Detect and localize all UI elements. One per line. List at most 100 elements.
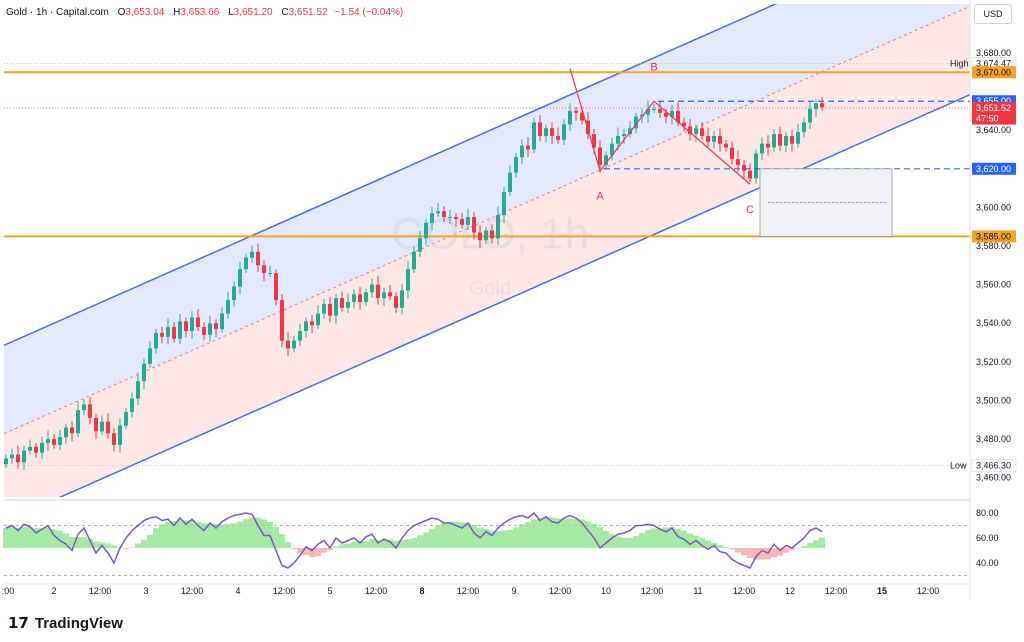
currency-button[interactable]: USD [974, 4, 1012, 24]
rsi-area-bar [123, 548, 129, 549]
price-tick: 3,580.00 [976, 241, 1011, 251]
rsi-area-bar [441, 522, 447, 548]
candle [808, 101, 812, 130]
candle [148, 341, 152, 368]
candle [610, 137, 614, 161]
rsi-area-bar [621, 537, 627, 548]
time-tick: 12:00 [457, 586, 480, 596]
price-label-text: 3,670.00 [976, 67, 1011, 77]
rsi-area-bar [429, 529, 435, 548]
candle-body [334, 298, 338, 316]
rsi-area-bar [585, 521, 591, 548]
candle [220, 307, 224, 333]
rsi-area-bar [285, 542, 291, 548]
candle [466, 208, 470, 230]
candle-body [262, 265, 266, 274]
rsi-area-bar [669, 527, 675, 548]
close-label: C [281, 7, 289, 18]
candle [280, 293, 284, 348]
candle [418, 230, 422, 258]
candle-body [274, 273, 278, 301]
candle-body [10, 454, 14, 459]
candle-body [382, 292, 386, 299]
candle-body [64, 427, 68, 438]
rsi-area-bar [75, 537, 81, 548]
candle [250, 245, 254, 263]
candle-body [82, 404, 86, 411]
candle-body [478, 232, 482, 241]
candle-body [340, 298, 344, 308]
candle-body [436, 211, 440, 214]
high-label: H [173, 7, 181, 18]
candle [334, 294, 338, 324]
candle [736, 150, 740, 172]
price-label-low: 3,466.30 [971, 459, 1017, 472]
candle-body [4, 458, 8, 465]
candle [364, 288, 368, 306]
candle-body [550, 128, 554, 136]
candle-body [40, 442, 44, 453]
candle-body [370, 284, 374, 293]
candle [142, 358, 146, 390]
candle [22, 445, 26, 471]
rsi-line [5, 511, 823, 569]
candle-body [172, 327, 176, 339]
change-value: −1.54 (−0.04%) [334, 7, 404, 18]
candle-body [646, 108, 650, 115]
candle [178, 313, 182, 344]
tradingview-mark-icon: 𝟭𝟳 [8, 615, 29, 632]
candle [598, 140, 602, 173]
time-tick: 2 [51, 586, 56, 596]
candle [622, 129, 626, 144]
rsi-area-bar [543, 517, 549, 548]
tradingview-logo[interactable]: 𝟭𝟳 TradingView [8, 614, 123, 632]
rsi-tick: 80.00 [976, 508, 999, 518]
candle [76, 401, 80, 438]
candle-body [286, 340, 290, 349]
candle [106, 413, 110, 439]
candle [718, 128, 722, 152]
candle-body [574, 110, 578, 113]
rsi-area-bar [411, 538, 417, 548]
symbol-title[interactable]: Gold · 1h · Capital.com [6, 7, 109, 18]
candle-body [250, 251, 254, 258]
candle [298, 323, 302, 346]
candle-body [268, 273, 272, 275]
rsi-tick: 60.00 [976, 533, 999, 543]
candle-body [580, 112, 584, 121]
candle [16, 446, 20, 469]
candle-body [454, 217, 458, 219]
rsi-area-bar [645, 530, 651, 548]
rsi-area-bar [9, 526, 15, 548]
candle [748, 163, 752, 183]
candle [460, 212, 464, 229]
candle [34, 442, 38, 458]
price-label-text: 47:50 [976, 114, 999, 124]
candle-body [514, 157, 518, 173]
candle [202, 322, 206, 341]
rsi-area-bar [579, 519, 585, 548]
candle-body [664, 112, 668, 117]
candle-body [196, 317, 200, 328]
price-label-blue: 3,620.00 [972, 162, 1016, 175]
candle-body [508, 172, 512, 192]
candle [394, 292, 398, 314]
candle-body [58, 437, 62, 445]
candle-body [532, 122, 536, 150]
candle [760, 137, 764, 160]
candle [550, 122, 554, 144]
high-tag: High [950, 59, 969, 69]
price-tick: 3,680.00 [976, 48, 1011, 58]
candle [352, 289, 356, 309]
candle-body [472, 217, 476, 233]
rsi-area-bar [39, 528, 45, 548]
rsi-area-bar [519, 524, 525, 548]
candle [112, 428, 116, 452]
price-tick: 3,520.00 [976, 357, 1011, 367]
time-tick: 12:00 [917, 586, 940, 596]
candle [604, 151, 608, 169]
candle-body [430, 213, 434, 223]
candle [772, 129, 776, 152]
